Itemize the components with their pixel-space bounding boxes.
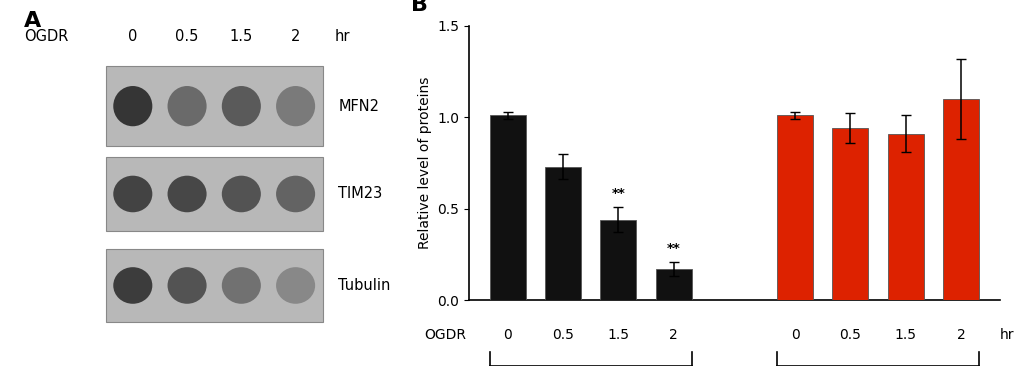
Text: 2: 2	[956, 328, 964, 341]
Text: OGDR: OGDR	[24, 29, 68, 44]
Ellipse shape	[113, 176, 152, 212]
Bar	[942, 99, 978, 300]
Ellipse shape	[167, 86, 207, 126]
Text: MFN2: MFN2	[338, 99, 379, 113]
Bar	[489, 115, 526, 300]
Bar	[832, 128, 867, 300]
Ellipse shape	[221, 86, 261, 126]
Bar	[887, 134, 923, 300]
Text: 0.5: 0.5	[551, 328, 574, 341]
Text: 0: 0	[790, 328, 799, 341]
Text: **: **	[611, 187, 625, 201]
Text: 0: 0	[128, 29, 138, 44]
Bar	[655, 269, 691, 300]
Bar	[106, 249, 322, 322]
Text: 2: 2	[668, 328, 678, 341]
Ellipse shape	[276, 267, 315, 304]
Text: 2: 2	[290, 29, 300, 44]
Text: hr: hr	[999, 328, 1013, 341]
Text: 0.5: 0.5	[175, 29, 199, 44]
Bar	[106, 157, 322, 231]
Bar	[544, 167, 581, 300]
Bar	[776, 115, 812, 300]
Text: **: **	[666, 242, 680, 255]
Ellipse shape	[113, 267, 152, 304]
Text: Tubulin: Tubulin	[338, 278, 390, 293]
Ellipse shape	[113, 86, 152, 126]
Ellipse shape	[221, 176, 261, 212]
Ellipse shape	[221, 267, 261, 304]
Text: 1.5: 1.5	[894, 328, 916, 341]
Text: B: B	[411, 0, 427, 15]
Ellipse shape	[167, 176, 207, 212]
Y-axis label: Relative level of proteins: Relative level of proteins	[418, 77, 431, 249]
Text: 0: 0	[503, 328, 512, 341]
Text: 0.5: 0.5	[839, 328, 860, 341]
Text: hr: hr	[334, 29, 350, 44]
Text: 1.5: 1.5	[606, 328, 629, 341]
Text: TIM23: TIM23	[338, 187, 382, 201]
Ellipse shape	[276, 86, 315, 126]
Bar	[106, 66, 322, 146]
Ellipse shape	[276, 176, 315, 212]
Text: OGDR: OGDR	[424, 328, 466, 341]
Text: 1.5: 1.5	[229, 29, 253, 44]
Bar	[600, 220, 636, 300]
Ellipse shape	[167, 267, 207, 304]
Text: A: A	[24, 11, 42, 31]
